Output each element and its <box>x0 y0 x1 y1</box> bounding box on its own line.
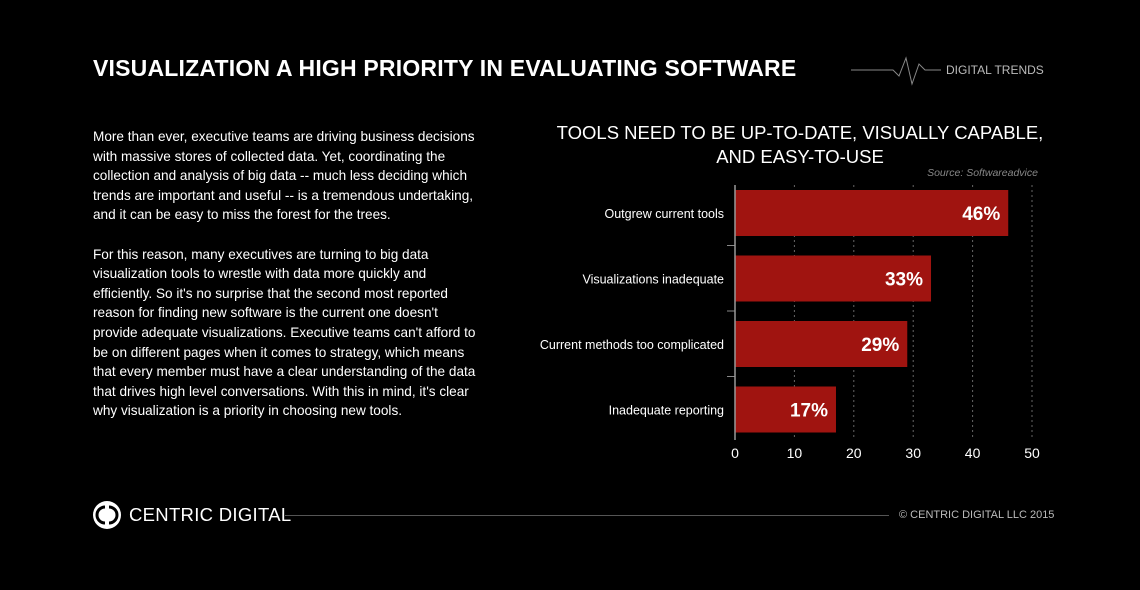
x-tick-label: 20 <box>846 445 862 461</box>
logo-text: CENTRIC DIGITAL <box>129 504 292 525</box>
data-label: 46% <box>962 204 1000 225</box>
paragraph: More than ever, executive teams are driv… <box>93 129 475 223</box>
pulse-line-icon <box>851 56 941 86</box>
bar <box>735 190 1009 236</box>
body-text: More than ever, executive teams are driv… <box>93 127 483 441</box>
x-tick-label: 10 <box>787 445 803 461</box>
category-label: Current methods too complicated <box>540 338 724 352</box>
bar <box>735 321 908 367</box>
data-label: 29% <box>861 335 899 356</box>
x-tick-label: 40 <box>965 445 981 461</box>
x-tick-label: 0 <box>731 445 739 461</box>
category-label: Outgrew current tools <box>605 207 725 221</box>
x-tick-label: 50 <box>1024 445 1040 461</box>
bar <box>735 255 932 302</box>
logo: CENTRIC DIGITAL <box>93 501 291 529</box>
bar <box>735 386 836 433</box>
x-tick-label: 30 <box>905 445 921 461</box>
chart-source: Source: Softwareadvice <box>927 167 1038 179</box>
data-label: 33% <box>885 270 923 291</box>
page-title: VISUALIZATION A HIGH PRIORITY IN EVALUAT… <box>93 55 797 81</box>
footer-divider <box>285 515 889 516</box>
logo-icon <box>93 501 121 529</box>
category-label: Inadequate reporting <box>609 404 724 418</box>
category-label: Visualizations inadequate <box>582 273 724 287</box>
chart-title: TOOLS NEED TO BE UP-TO-DATE, VISUALLY CA… <box>556 122 1044 167</box>
copyright: © CENTRIC DIGITAL LLC 2015 <box>899 509 1055 521</box>
data-label: 17% <box>790 401 828 422</box>
brand-label: DIGITAL TRENDS <box>946 63 1044 77</box>
paragraph: For this reason, many executives are tur… <box>93 246 476 419</box>
